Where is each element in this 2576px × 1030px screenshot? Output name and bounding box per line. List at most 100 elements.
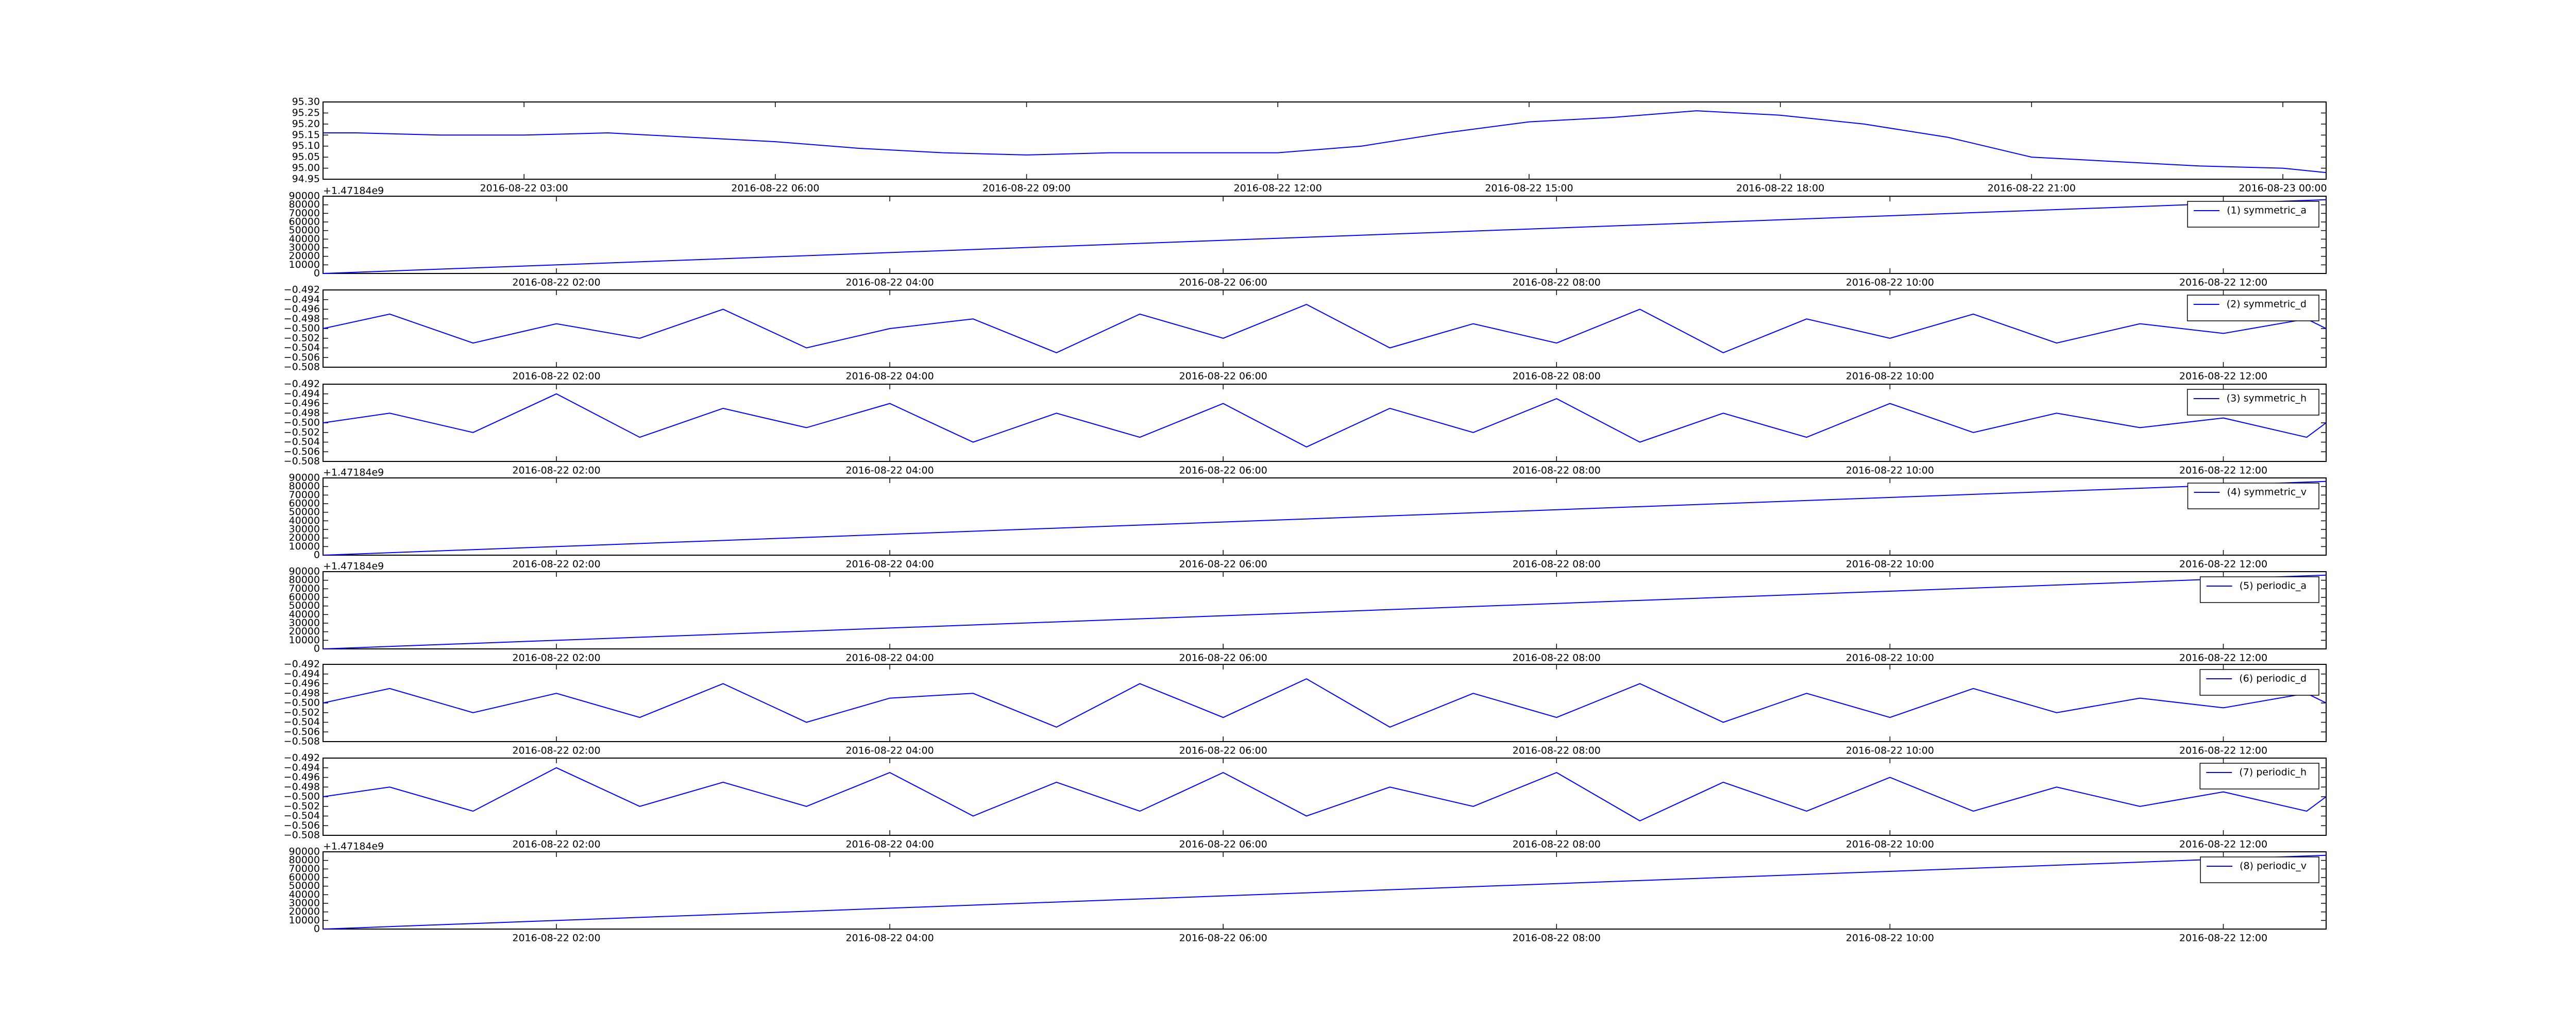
x-tick-label: 2016-08-22 02:00 xyxy=(512,277,600,288)
x-tick-label: 2016-08-22 04:00 xyxy=(845,745,934,757)
plot-frame xyxy=(323,571,2327,649)
x-tick-label: 2016-08-22 10:00 xyxy=(1846,559,1934,570)
x-tick-label: 2016-08-22 06:00 xyxy=(1179,933,1267,944)
x-tick-label: 2016-08-22 10:00 xyxy=(1846,653,1934,664)
y-tick-label: −0.508 xyxy=(284,362,320,373)
legend-box xyxy=(2199,763,2319,789)
x-tick-label: 2016-08-22 09:00 xyxy=(982,183,1071,194)
y-tick-label: 70000 xyxy=(289,208,320,219)
y-tick-label: −0.504 xyxy=(284,716,320,728)
x-tick-label: 2016-08-22 06:00 xyxy=(1179,839,1267,850)
y-tick-label: −0.508 xyxy=(284,736,320,747)
y-tick-label: 0 xyxy=(314,268,320,279)
y-tick-label: 50000 xyxy=(289,225,320,236)
data-line xyxy=(323,854,2327,930)
x-tick-label: 2016-08-22 06:00 xyxy=(1179,745,1267,757)
y-tick-label: 60000 xyxy=(289,872,320,883)
x-tick-label: 2016-08-22 10:00 xyxy=(1846,839,1934,850)
legend-label: (4) symmetric_v xyxy=(2227,487,2307,498)
y-tick-label: −0.500 xyxy=(284,697,320,709)
y-tick-label: 95.25 xyxy=(292,107,320,118)
y-tick-label: 70000 xyxy=(289,489,320,501)
y-tick-label: 30000 xyxy=(289,898,320,909)
x-tick-label: 2016-08-22 12:00 xyxy=(1234,183,1322,194)
y-tick-label: 95.00 xyxy=(292,162,320,174)
x-tick-label: 2016-08-22 12:00 xyxy=(2179,371,2267,382)
offset-text: +1.47184e9 xyxy=(323,467,384,478)
plot-frame xyxy=(323,101,2327,180)
y-tick-label: −0.502 xyxy=(284,426,320,438)
legend-box xyxy=(2187,201,2319,228)
y-tick-label: −0.508 xyxy=(284,830,320,841)
y-tick-label: 90000 xyxy=(289,191,320,202)
legend-box xyxy=(2199,576,2319,603)
y-tick-label: 10000 xyxy=(289,634,320,646)
y-tick-label: −0.492 xyxy=(284,659,320,670)
x-tick-label: 2016-08-22 04:00 xyxy=(845,371,934,382)
x-tick-label: 2016-08-22 02:00 xyxy=(512,653,600,664)
legend-box xyxy=(2187,295,2319,321)
y-tick-label: 20000 xyxy=(289,626,320,637)
x-tick-label: 2016-08-22 06:00 xyxy=(731,183,819,194)
y-tick-label: 94.95 xyxy=(292,174,320,185)
data-line xyxy=(323,767,2327,822)
x-tick-label: 2016-08-22 04:00 xyxy=(845,839,934,850)
y-tick-label: −0.502 xyxy=(284,800,320,812)
x-tick-label: 2016-08-22 10:00 xyxy=(1846,933,1934,944)
y-tick-label: 90000 xyxy=(289,846,320,857)
x-tick-label: 2016-08-22 08:00 xyxy=(1513,465,1601,476)
x-tick-label: 2016-08-22 08:00 xyxy=(1513,933,1601,944)
x-tick-label: 2016-08-22 04:00 xyxy=(845,465,934,476)
y-tick-label: −0.500 xyxy=(284,417,320,428)
legend-label: (2) symmetric_d xyxy=(2227,299,2307,310)
y-tick-label: −0.502 xyxy=(284,332,320,344)
x-tick-label: 2016-08-22 06:00 xyxy=(1179,653,1267,664)
y-tick-label: −0.498 xyxy=(284,781,320,793)
y-tick-label: 80000 xyxy=(289,574,320,586)
x-tick-label: 2016-08-22 03:00 xyxy=(480,183,568,194)
y-tick-label: −0.496 xyxy=(284,678,320,689)
x-tick-label: 2016-08-22 06:00 xyxy=(1179,277,1267,288)
data-line xyxy=(323,574,2327,649)
y-tick-label: −0.496 xyxy=(284,398,320,409)
y-tick-label: 60000 xyxy=(289,498,320,509)
y-tick-label: −0.504 xyxy=(284,436,320,448)
y-tick-label: −0.492 xyxy=(284,379,320,390)
y-tick-label: −0.498 xyxy=(284,688,320,699)
x-tick-label: 2016-08-22 08:00 xyxy=(1513,653,1601,664)
legend-label: (6) periodic_d xyxy=(2239,673,2307,684)
x-tick-label: 2016-08-22 12:00 xyxy=(2179,653,2267,664)
y-tick-label: 20000 xyxy=(289,532,320,543)
x-tick-label: 2016-08-22 12:00 xyxy=(2179,933,2267,944)
x-tick-label: 2016-08-22 12:00 xyxy=(2179,465,2267,476)
x-tick-label: 2016-08-22 10:00 xyxy=(1846,371,1934,382)
data-line xyxy=(323,110,2327,174)
data-line xyxy=(323,678,2327,728)
legend-label: (5) periodic_a xyxy=(2240,580,2307,592)
y-tick-label: −0.504 xyxy=(284,342,320,353)
y-tick-label: 10000 xyxy=(289,259,320,270)
y-tick-label: 10000 xyxy=(289,541,320,552)
y-tick-label: −0.506 xyxy=(284,820,320,831)
y-tick-label: 20000 xyxy=(289,906,320,917)
y-tick-label: −0.506 xyxy=(284,446,320,457)
y-tick-label: −0.494 xyxy=(284,668,320,679)
x-tick-label: 2016-08-22 12:00 xyxy=(2179,745,2267,757)
y-tick-label: 50000 xyxy=(289,600,320,611)
y-tick-label: 95.10 xyxy=(292,140,320,151)
y-tick-label: 20000 xyxy=(289,250,320,262)
y-tick-label: −0.506 xyxy=(284,352,320,363)
x-tick-label: 2016-08-22 04:00 xyxy=(845,277,934,288)
y-tick-label: −0.500 xyxy=(284,323,320,334)
y-tick-label: 95.30 xyxy=(292,96,320,108)
y-tick-label: 30000 xyxy=(289,242,320,253)
x-tick-label: 2016-08-22 08:00 xyxy=(1513,371,1601,382)
y-tick-label: −0.494 xyxy=(284,762,320,773)
x-tick-label: 2016-08-22 15:00 xyxy=(1485,183,1573,194)
y-tick-label: 95.05 xyxy=(292,151,320,163)
plot-frame xyxy=(323,851,2327,930)
y-tick-label: 0 xyxy=(314,643,320,655)
offset-text: +1.47184e9 xyxy=(323,185,384,197)
